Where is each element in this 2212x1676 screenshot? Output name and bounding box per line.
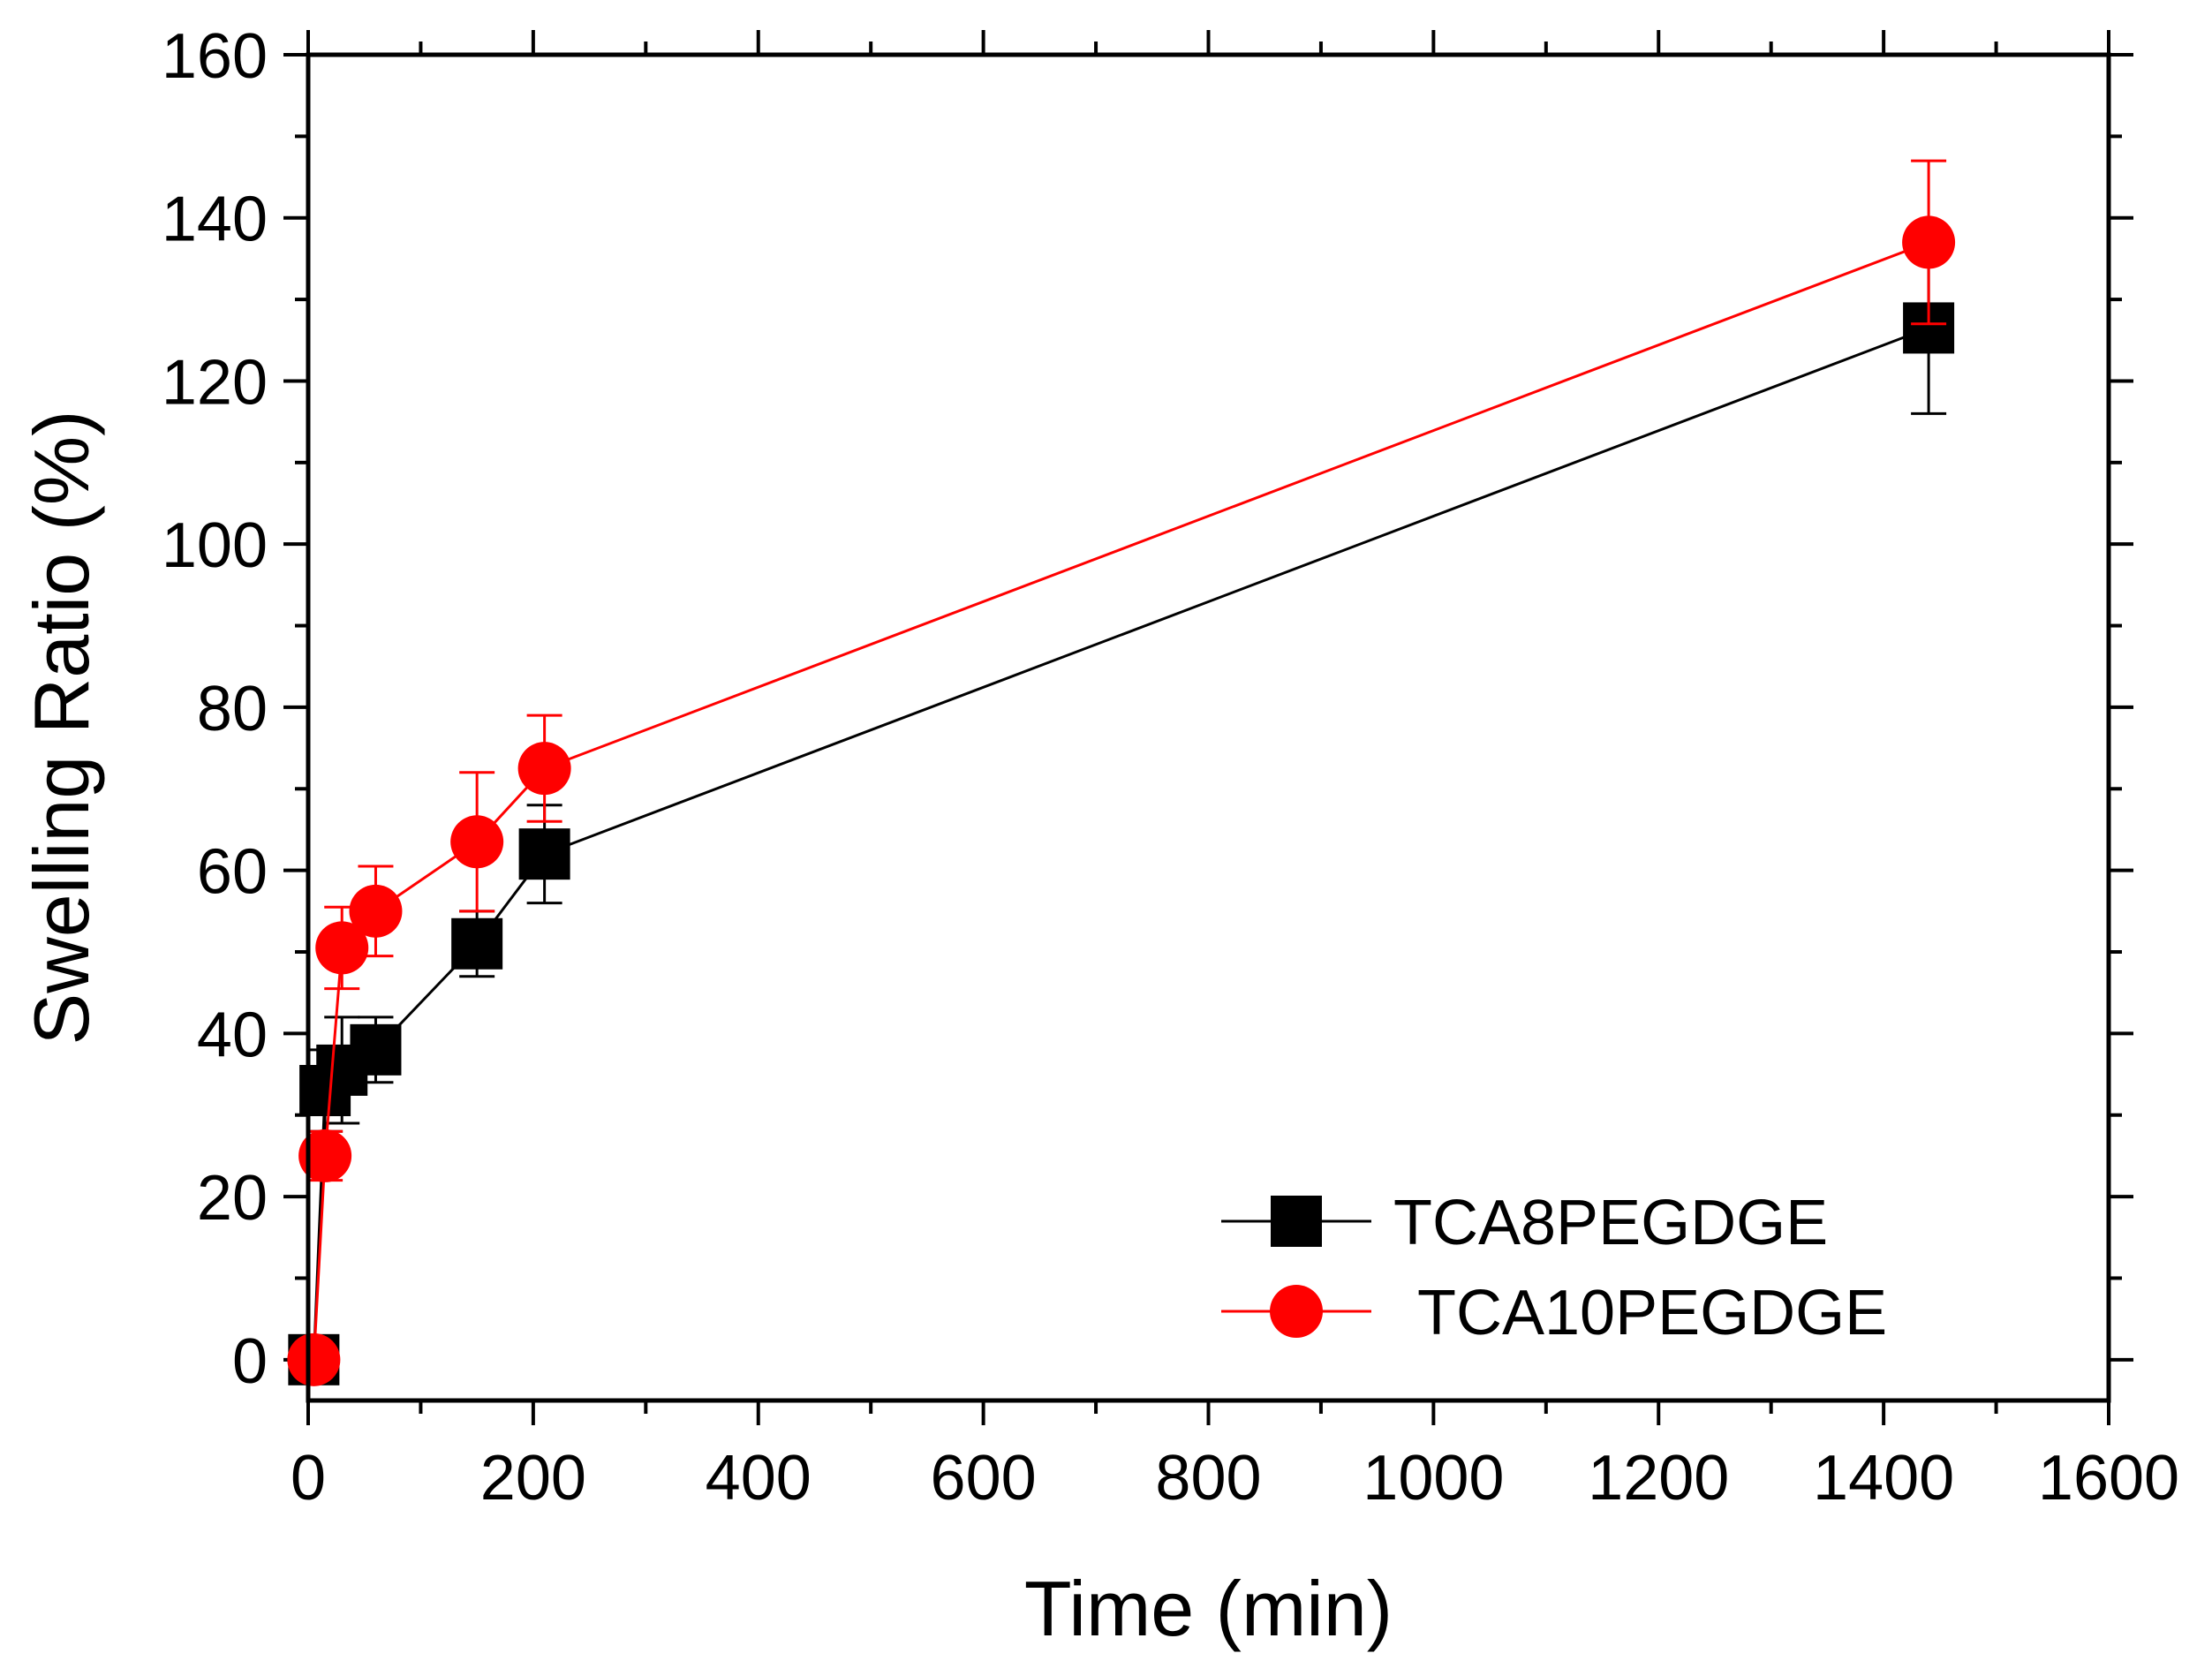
data-point-tca8pegdge: [518, 828, 570, 880]
data-point-tca10pegdge: [450, 815, 504, 869]
plot-frame: [306, 52, 2111, 1403]
data-point-tca10pegdge: [298, 1129, 352, 1182]
data-point-tca8pegdge: [350, 1023, 402, 1076]
data-point-tca10pegdge: [1902, 215, 1956, 269]
data-point-tca10pegdge: [287, 1332, 341, 1386]
x-tick-label: 400: [706, 1443, 812, 1514]
x-tick-label: 200: [480, 1443, 586, 1514]
x-tick-label: 0: [291, 1443, 326, 1514]
y-tick-label: 40: [197, 1000, 268, 1070]
series-layer: [287, 159, 1956, 1386]
x-axis-title: Time (min): [1024, 1565, 1393, 1652]
legend-marker-tca10pegdge: [1270, 1285, 1323, 1338]
data-point-tca8pegdge: [451, 917, 503, 970]
legend: TCA8PEGDGE TCA10PEGDGE: [1221, 1188, 1887, 1348]
y-tick-label: 80: [197, 674, 268, 744]
y-tick-label: 60: [197, 837, 268, 908]
data-point-tca10pegdge: [349, 884, 403, 938]
x-tick-label: 1600: [2038, 1443, 2179, 1514]
x-tick-label: 1400: [1813, 1443, 1954, 1514]
data-point-tca10pegdge: [517, 742, 571, 796]
y-tick-label: 100: [162, 510, 268, 581]
x-tick-label: 1000: [1363, 1443, 1504, 1514]
y-axis-title: Swelling Ratio (%): [18, 411, 105, 1046]
y-tick-label: 0: [232, 1326, 268, 1397]
legend-label-tca8pegdge: TCA8PEGDGE: [1393, 1188, 1828, 1258]
legend-marker-tca8pegdge: [1271, 1196, 1322, 1247]
legend-label-tca10pegdge: TCA10PEGDGE: [1417, 1278, 1887, 1348]
y-tick-label: 20: [197, 1163, 268, 1234]
y-tick-label: 160: [162, 21, 268, 92]
y-tick-label: 140: [162, 185, 268, 255]
x-tick-label: 600: [931, 1443, 1037, 1514]
x-tick-label: 800: [1155, 1443, 1261, 1514]
x-tick-label: 1200: [1588, 1443, 1729, 1514]
y-tick-label: 120: [162, 347, 268, 418]
data-point-tca10pegdge: [315, 921, 369, 975]
labels-layer: Time (min) Swelling Ratio (%) 0 200 400 600…: [18, 21, 2179, 1652]
